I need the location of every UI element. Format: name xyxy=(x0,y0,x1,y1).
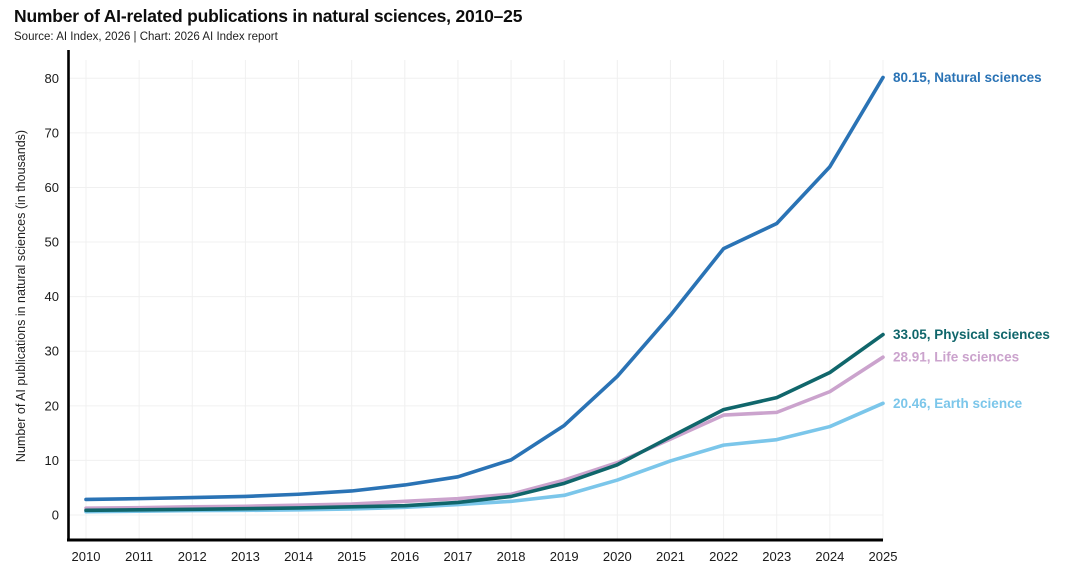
x-tick-label: 2012 xyxy=(178,549,207,564)
x-tick-label: 2017 xyxy=(443,549,472,564)
y-tick-label: 80 xyxy=(45,71,59,86)
x-tick-label: 2011 xyxy=(125,549,153,564)
x-tick-label: 2021 xyxy=(656,549,685,564)
x-tick-label: 2014 xyxy=(284,549,313,564)
chart-source: Source: AI Index, 2026 | Chart: 2026 AI … xyxy=(14,31,278,43)
x-tick-label: 2018 xyxy=(497,549,526,564)
y-tick-label: 20 xyxy=(45,398,59,413)
y-tick-label: 10 xyxy=(45,453,59,468)
y-tick-label: 30 xyxy=(45,344,59,359)
x-tick-label: 2010 xyxy=(72,549,101,564)
x-tick-label: 2015 xyxy=(337,549,366,564)
x-tick-label: 2020 xyxy=(603,549,632,564)
end-label-life-sciences: 28.91, Life sciences xyxy=(893,350,1019,365)
tick-labels: 0 10 20 30 40 50 60 70 80 2010 2011 2012 2013 2014 201… xyxy=(45,71,898,564)
y-tick-label: 60 xyxy=(45,180,59,195)
chart-title: Number of AI-related publications in nat… xyxy=(14,6,523,26)
x-tick-label: 2013 xyxy=(231,549,260,564)
end-label-natural-sciences: 80.15, Natural sciences xyxy=(893,70,1042,85)
end-label-physical-sciences: 33.05, Physical sciences xyxy=(893,327,1050,342)
x-tick-label: 2016 xyxy=(390,549,419,564)
y-tick-label: 70 xyxy=(45,125,59,140)
y-axis-title: Number of AI publications in natural sci… xyxy=(14,130,28,462)
series-end-labels: 20.46, Earth science 28.91, Life sciences… xyxy=(893,70,1050,411)
line-life-sciences xyxy=(84,355,885,510)
x-tick-label: 2019 xyxy=(550,549,579,564)
series-lines xyxy=(84,75,885,514)
y-tick-label: 0 xyxy=(52,508,59,523)
line-natural-sciences xyxy=(84,75,885,502)
line-physical-sciences xyxy=(84,332,885,513)
x-tick-label: 2023 xyxy=(762,549,791,564)
x-tick-label: 2025 xyxy=(869,549,898,564)
y-tick-label: 50 xyxy=(45,235,59,250)
gridlines xyxy=(68,60,884,540)
y-tick-label: 40 xyxy=(45,289,59,304)
x-tick-label: 2024 xyxy=(815,549,844,564)
x-tick-label: 2022 xyxy=(709,549,738,564)
end-label-earth-science: 20.46, Earth science xyxy=(893,396,1023,411)
axes xyxy=(67,50,883,542)
